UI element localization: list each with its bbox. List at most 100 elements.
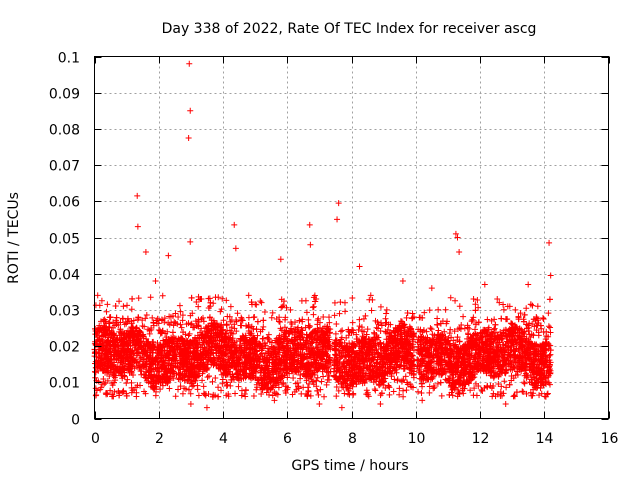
data-point <box>199 370 206 377</box>
data-point <box>397 318 404 325</box>
data-point <box>333 321 340 328</box>
data-point <box>464 330 471 337</box>
data-point <box>314 374 321 381</box>
data-point <box>368 307 375 314</box>
data-point <box>423 328 430 335</box>
data-point <box>372 387 379 394</box>
data-point <box>261 308 268 315</box>
data-point <box>491 325 498 332</box>
data-point <box>161 315 168 322</box>
data-point <box>331 299 338 306</box>
data-point <box>521 380 528 387</box>
data-point <box>466 325 473 332</box>
data-point <box>547 324 554 331</box>
data-point <box>519 388 526 395</box>
data-point <box>426 307 433 314</box>
data-point <box>317 386 324 393</box>
data-point <box>500 306 507 313</box>
data-point <box>124 376 131 383</box>
data-point <box>349 295 356 302</box>
data-point <box>418 389 425 396</box>
data-point <box>315 391 322 398</box>
data-point <box>212 375 219 382</box>
data-point <box>460 390 467 397</box>
data-point <box>349 326 356 333</box>
data-point <box>227 303 234 310</box>
data-point <box>506 303 513 310</box>
data-point <box>224 381 231 388</box>
data-point <box>536 392 543 399</box>
data-point <box>253 386 260 393</box>
chart-title: Day 338 of 2022, Rate Of TEC Index for r… <box>162 21 537 37</box>
data-point <box>503 384 510 391</box>
data-point <box>119 389 126 396</box>
data-point <box>235 383 242 390</box>
data-point <box>489 393 496 400</box>
data-point <box>166 385 173 392</box>
data-point <box>335 387 342 394</box>
data-point <box>152 392 159 399</box>
data-point <box>540 328 547 335</box>
data-point <box>298 297 305 304</box>
data-point <box>371 386 378 393</box>
data-point <box>346 391 353 398</box>
data-point <box>380 360 387 367</box>
data-point <box>209 378 216 385</box>
data-point <box>414 356 421 363</box>
data-point <box>545 323 552 330</box>
data-point <box>396 385 403 392</box>
data-point <box>253 301 260 308</box>
data-point <box>349 319 356 326</box>
data-point <box>475 304 482 311</box>
data-point <box>212 294 219 301</box>
data-point <box>193 298 200 305</box>
data-point <box>538 390 545 397</box>
data-point <box>133 393 140 400</box>
data-point <box>360 315 367 322</box>
data-point <box>123 380 130 387</box>
data-point <box>472 301 479 308</box>
data-point <box>204 374 211 381</box>
data-point <box>199 377 206 384</box>
data-point <box>467 387 474 394</box>
data-points <box>91 60 554 411</box>
data-point <box>474 296 481 303</box>
data-point <box>318 378 325 385</box>
data-point <box>178 324 185 331</box>
data-point <box>472 326 479 333</box>
data-point <box>128 306 135 313</box>
data-point <box>163 336 170 343</box>
data-point <box>225 390 232 397</box>
data-point <box>238 387 245 394</box>
data-point <box>428 326 435 333</box>
data-point <box>107 387 114 394</box>
data-point <box>232 390 239 397</box>
data-point <box>390 388 397 395</box>
data-point <box>290 375 297 382</box>
data-point <box>305 316 312 323</box>
data-point <box>258 391 265 398</box>
data-point <box>234 310 241 317</box>
data-point <box>192 318 199 325</box>
data-point <box>149 349 156 356</box>
data-point <box>533 327 540 334</box>
data-point <box>298 390 305 397</box>
data-point <box>403 314 410 321</box>
data-point <box>403 387 410 394</box>
data-point <box>434 315 441 322</box>
data-point <box>345 391 352 398</box>
data-point <box>383 310 390 317</box>
data-point <box>442 306 449 313</box>
data-point <box>321 393 328 400</box>
data-point <box>337 299 344 306</box>
data-point <box>372 317 379 324</box>
data-point <box>259 326 266 333</box>
data-point <box>377 303 384 310</box>
data-point <box>176 302 183 309</box>
data-point <box>333 393 340 400</box>
data-point <box>456 303 463 310</box>
data-point <box>98 297 105 304</box>
data-point <box>116 298 123 305</box>
data-point <box>356 316 363 323</box>
